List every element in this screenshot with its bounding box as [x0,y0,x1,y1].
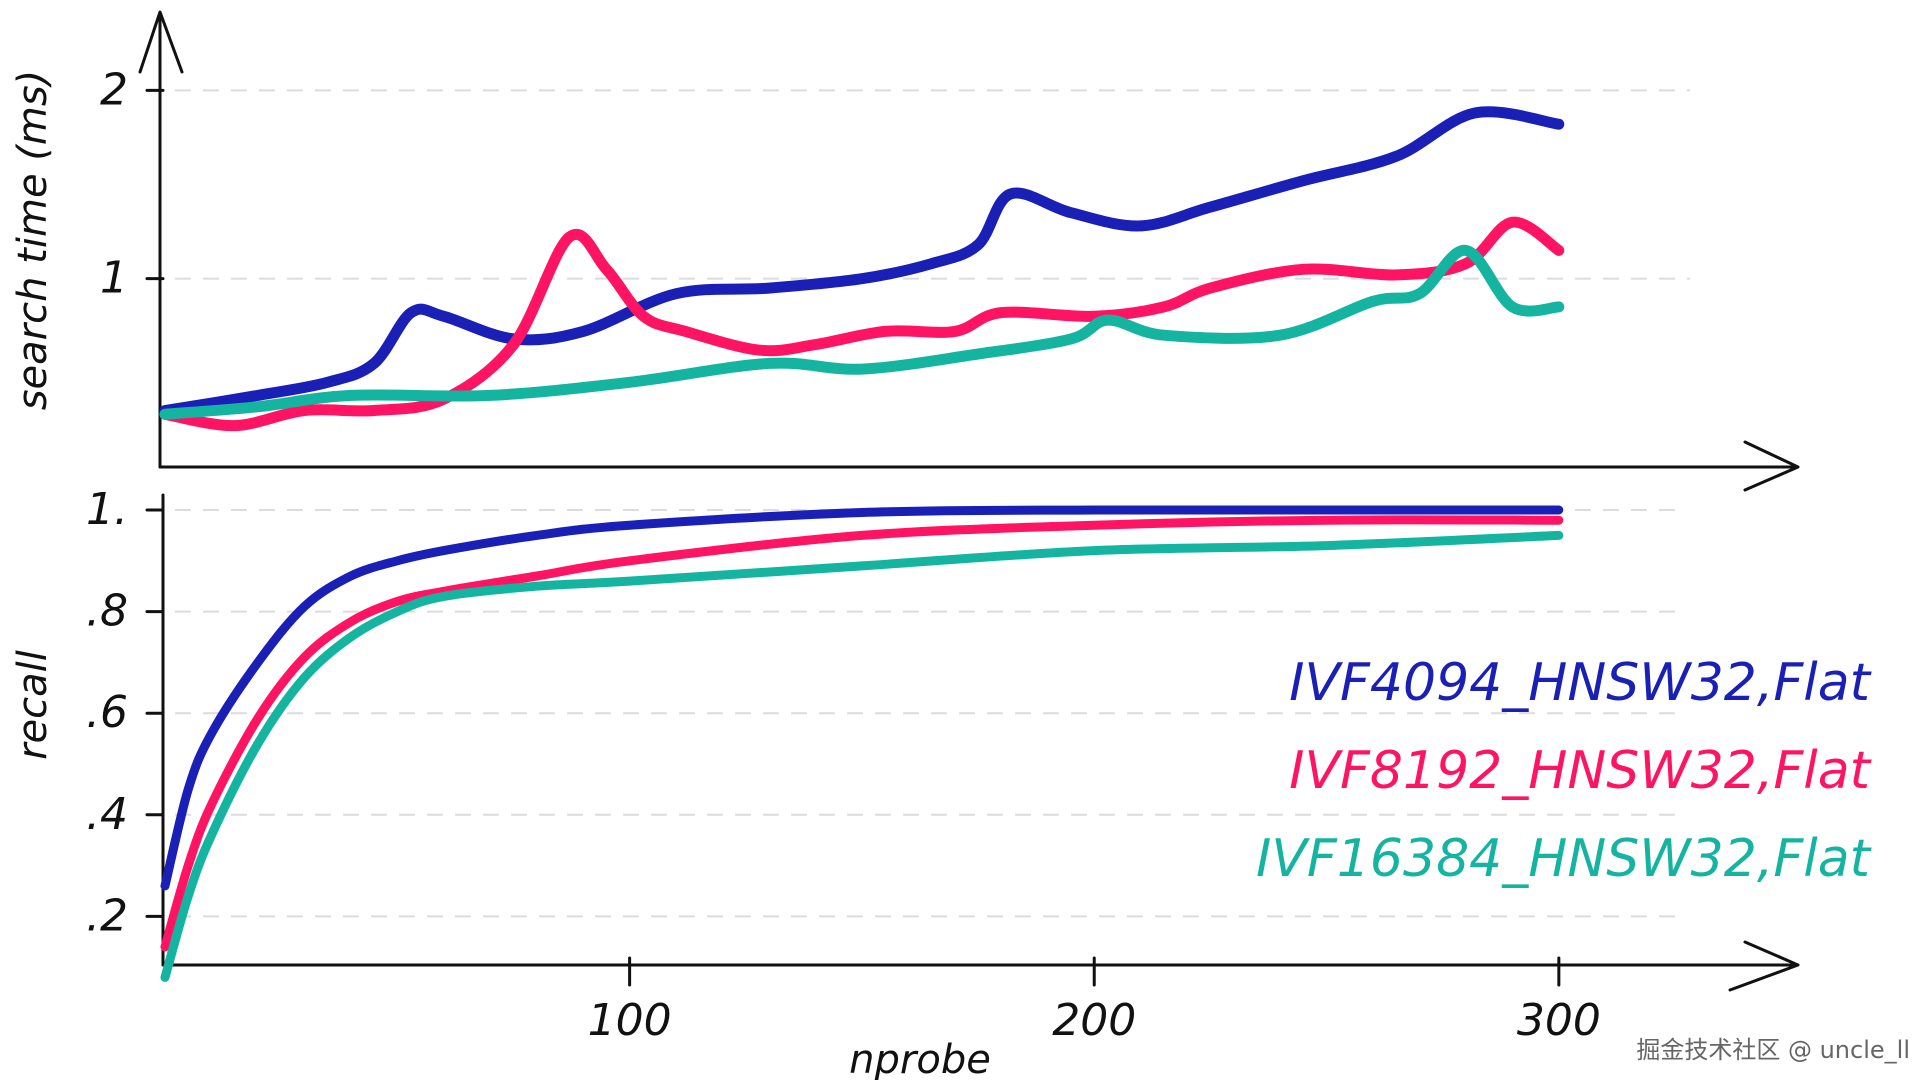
x-axis-label: nprobe [849,1037,991,1080]
search-time-y-label: search time (ms) [10,70,56,411]
search-time-panel: 12 search time (ms) [10,10,1800,492]
search-time-series-line-3 [159,244,1565,420]
recall-y-tick-label: .8 [86,586,128,637]
search-time-y-tick-label: 2 [100,64,128,115]
recall-series [160,505,1564,982]
search-time-series [159,106,1565,432]
recall-y-label: recall [10,650,56,760]
search-time-y-tick-label: 1 [100,253,128,304]
watermark: 掘金技术社区 @ uncle_ll [1636,1036,1910,1064]
search-time-axes [138,10,1800,492]
recall-y-tick-label: .2 [86,890,128,941]
recall-y-tick-label: 1. [86,484,128,535]
recall-panel: .2 .4 .6 .8 1. 100 200 300 recall nprobe [10,484,1800,1080]
search-time-y-ticks: 12 [100,64,165,304]
x-tick-label: 300 [1517,995,1601,1046]
recall-x-arrow [1728,940,1800,992]
recall-series-line-2 [160,515,1564,952]
legend: IVF4094_HNSW32,Flat IVF8192_HNSW32,Flat … [1256,653,1872,889]
legend-item-ivf4094: IVF4094_HNSW32,Flat [1289,653,1871,713]
legend-item-ivf16384: IVF16384_HNSW32,Flat [1256,829,1872,889]
search-time-x-arrow [1743,440,1800,492]
search-time-y-arrow [138,10,184,74]
search-time-series-line-1 [159,106,1565,416]
recall-series-line-3 [160,530,1564,982]
search-time-series-line-2 [159,216,1565,432]
recall-x-ticks: 100 200 300 [588,956,1601,1046]
x-tick-label: 200 [1052,995,1136,1046]
recall-series-line-1 [160,505,1564,891]
recall-y-tick-label: .4 [86,789,128,840]
x-tick-label: 100 [588,995,672,1046]
recall-y-tick-label: .6 [86,687,128,738]
recall-y-ticks: .2 .4 .6 .8 1. [86,484,165,941]
legend-item-ivf8192: IVF8192_HNSW32,Flat [1289,741,1871,801]
